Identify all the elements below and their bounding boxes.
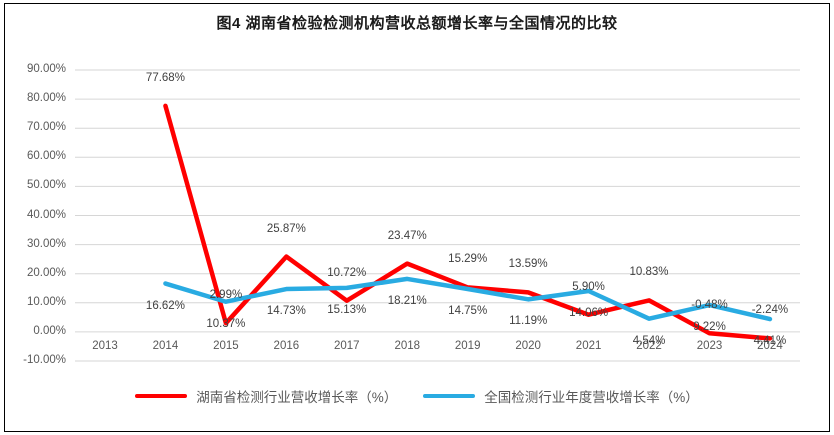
data-point-label: -0.48% xyxy=(691,299,728,312)
y-axis-tick-label: 70.00% xyxy=(26,121,66,134)
x-axis-tick-label: 2013 xyxy=(92,340,118,352)
legend-label-hunan: 湖南省检测行业营收增长率（%） xyxy=(196,390,398,405)
data-point-label: 10.72% xyxy=(327,266,367,279)
y-axis-tick-label: 50.00% xyxy=(26,179,66,192)
y-axis-tick-label: 80.00% xyxy=(26,92,66,105)
legend-item-hunan: 湖南省检测行业营收增长率（%） xyxy=(135,386,397,406)
x-axis-tick-label: 2017 xyxy=(334,340,360,352)
y-axis-tick-label: 40.00% xyxy=(26,208,66,221)
x-axis-tick-label: 2016 xyxy=(273,340,300,352)
data-point-label: 10.37% xyxy=(206,317,246,330)
data-point-label: 2.99% xyxy=(209,289,243,302)
data-point-label: 23.47% xyxy=(387,229,427,242)
x-axis-tick-label: 2021 xyxy=(575,340,602,352)
data-point-label: 9.22% xyxy=(693,321,726,334)
x-axis-tick-label: 2022 xyxy=(636,340,662,352)
data-point-label: 15.13% xyxy=(327,303,367,316)
x-axis-tick-label: 2023 xyxy=(696,340,723,352)
data-point-label: 4.41% xyxy=(753,335,787,348)
data-point-label: 5.90% xyxy=(572,280,605,293)
chart-legend: 湖南省检测行业营收增长率（%） 全国检测行业年度营收增长率（%） xyxy=(0,386,834,406)
x-axis-tick-label: 2018 xyxy=(394,340,421,352)
data-point-label: 77.68% xyxy=(145,71,185,84)
national-series-line xyxy=(163,276,773,322)
legend-item-national: 全国检测行业年度营收增长率（%） xyxy=(423,386,699,406)
data-point-label: 10.83% xyxy=(629,266,669,279)
national-line-swatch-icon xyxy=(423,393,476,399)
data-point-label: 14.73% xyxy=(266,305,306,318)
data-point-label: 13.59% xyxy=(508,258,548,271)
y-axis-tick-label: 30.00% xyxy=(26,237,66,250)
x-axis-tick-label: 2015 xyxy=(213,340,239,352)
data-point-label: 18.21% xyxy=(387,294,427,307)
y-axis-tick-label: -10.00% xyxy=(23,354,66,366)
data-point-label: -2.24% xyxy=(751,304,789,317)
y-axis-tick-label: 60.00% xyxy=(26,150,66,163)
x-axis-tick-label: 2019 xyxy=(454,340,481,352)
data-point-label: 14.75% xyxy=(448,304,488,317)
data-point-label: 16.62% xyxy=(145,299,185,312)
data-point-label: 4.54% xyxy=(632,334,666,347)
x-axis-tick-label: 2020 xyxy=(515,340,541,352)
data-point-label: 14.06% xyxy=(569,306,609,319)
x-axis-tick-label: 2024 xyxy=(757,340,783,352)
data-point-label: 25.87% xyxy=(266,222,306,235)
legend-label-national: 全国检测行业年度营收增长率（%） xyxy=(484,390,699,405)
y-axis-tick-label: 0.00% xyxy=(33,324,66,337)
x-axis-tick-label: 2014 xyxy=(152,340,179,352)
chart-title: 图4 湖南省检验检测机构营收总额增长率与全国情况的比较 xyxy=(216,15,618,32)
y-axis-tick-label: 10.00% xyxy=(26,295,66,308)
y-axis-tick-label: 90.00% xyxy=(26,63,66,75)
data-point-label: 11.19% xyxy=(509,315,548,328)
data-point-label: 15.29% xyxy=(448,253,488,266)
hunan-line-swatch-icon xyxy=(135,393,188,399)
y-axis-tick-label: 20.00% xyxy=(26,266,66,279)
